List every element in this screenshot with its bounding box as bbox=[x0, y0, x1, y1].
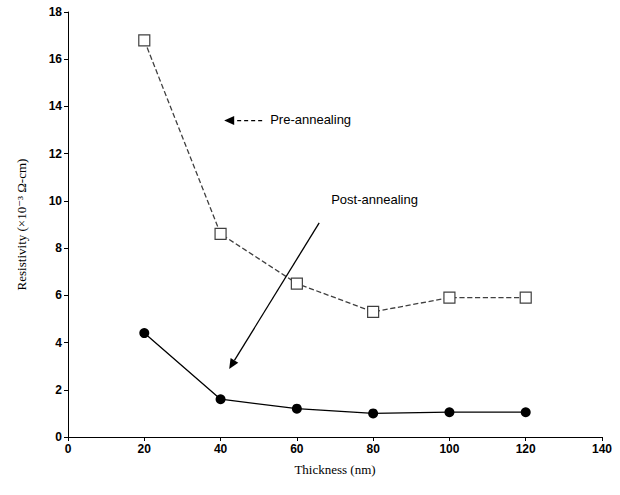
svg-text:18: 18 bbox=[49, 5, 63, 19]
svg-text:2: 2 bbox=[55, 383, 62, 397]
svg-text:16: 16 bbox=[49, 52, 63, 66]
svg-text:14: 14 bbox=[49, 99, 63, 113]
svg-text:6: 6 bbox=[55, 288, 62, 302]
svg-text:0: 0 bbox=[55, 430, 62, 444]
svg-text:4: 4 bbox=[55, 336, 62, 350]
svg-text:Pre-annealing: Pre-annealing bbox=[270, 112, 351, 127]
svg-text:80: 80 bbox=[366, 442, 380, 456]
svg-text:Resistivity (×10⁻³ Ω-cm): Resistivity (×10⁻³ Ω-cm) bbox=[14, 159, 29, 291]
svg-text:20: 20 bbox=[138, 442, 152, 456]
svg-text:100: 100 bbox=[439, 442, 459, 456]
svg-text:0: 0 bbox=[65, 442, 72, 456]
svg-text:10: 10 bbox=[49, 194, 63, 208]
svg-text:140: 140 bbox=[592, 442, 612, 456]
svg-text:8: 8 bbox=[55, 241, 62, 255]
svg-text:Post-annealing: Post-annealing bbox=[331, 192, 418, 207]
svg-text:12: 12 bbox=[49, 147, 63, 161]
svg-text:60: 60 bbox=[290, 442, 304, 456]
svg-text:120: 120 bbox=[516, 442, 536, 456]
svg-text:40: 40 bbox=[214, 442, 228, 456]
svg-text:Thickness (nm): Thickness (nm) bbox=[294, 462, 375, 477]
